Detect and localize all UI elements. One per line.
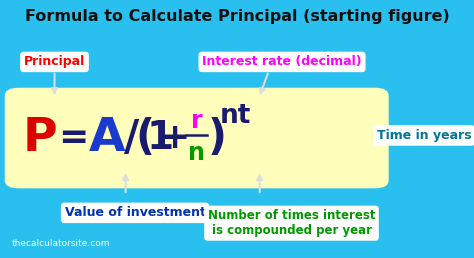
Text: (: ( [135, 117, 154, 159]
Text: Time in years: Time in years [377, 129, 472, 142]
FancyBboxPatch shape [5, 88, 389, 188]
Text: /: / [124, 117, 139, 159]
Text: Formula to Calculate Principal (starting figure): Formula to Calculate Principal (starting… [25, 9, 449, 24]
Text: nt: nt [220, 103, 251, 129]
Text: P: P [23, 116, 58, 160]
Text: Principal: Principal [24, 55, 85, 68]
Text: thecalculatorsite.com: thecalculatorsite.com [12, 239, 110, 248]
Text: A: A [88, 116, 125, 160]
Text: Value of investment: Value of investment [64, 206, 206, 219]
Text: Number of times interest
is compounded per year: Number of times interest is compounded p… [208, 209, 375, 237]
Text: ): ) [208, 117, 227, 159]
Text: n: n [188, 141, 205, 165]
Text: +: + [159, 121, 190, 155]
Text: 1: 1 [146, 119, 173, 157]
Text: Interest rate (decimal): Interest rate (decimal) [202, 55, 362, 68]
Text: r: r [191, 109, 202, 133]
Text: =: = [58, 121, 89, 155]
